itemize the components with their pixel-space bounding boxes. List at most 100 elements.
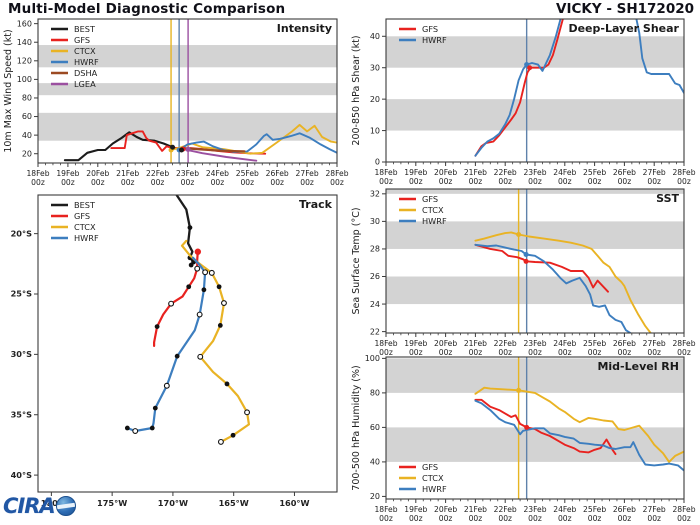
y-tick-label: 30 (370, 217, 380, 226)
track-fix-filled (174, 353, 180, 359)
x-tick-label: 21Feb (464, 339, 487, 348)
x-tick-label: 19Feb (404, 505, 427, 514)
intensity-panel: 18Feb00z19Feb00z20Feb00z21Feb00z22Feb00z… (3, 18, 349, 187)
x-tick-sublabel: 00z (588, 348, 602, 357)
track-fix-open (132, 428, 139, 434)
x-tick-sublabel: 00z (181, 178, 195, 187)
y-tick-label: 120 (17, 57, 32, 66)
globe-icon (55, 496, 76, 516)
x-tick-label: 20Feb (434, 168, 457, 177)
shade-band (386, 189, 684, 194)
x-tick-sublabel: 00z (379, 348, 393, 357)
x-tick-label: 19Feb (56, 169, 79, 178)
sst-GFS-line (474, 243, 609, 293)
track-BEST-line (175, 195, 195, 267)
y-tick-label: 22 (370, 327, 380, 336)
panel-label: Deep-Layer Shear (568, 22, 679, 35)
x-tick-sublabel: 00z (300, 178, 314, 187)
y-axis-title: 10m Max Wind Speed (kt) (3, 29, 14, 152)
y-tick-label: 20°S (11, 228, 32, 238)
track-fix-filled (124, 425, 130, 431)
track-fix-filled (201, 287, 207, 293)
x-tick-label: 24Feb (553, 339, 576, 348)
x-tick-sublabel: 00z (439, 177, 453, 186)
intensity-HWRF-line (178, 132, 337, 154)
x-tick-sublabel: 00z (647, 348, 661, 357)
x-tick-sublabel: 00z (330, 178, 344, 187)
x-tick-sublabel: 00z (121, 178, 135, 187)
x-tick-label: 27Feb (643, 505, 666, 514)
y-tick-label: 100 (365, 354, 380, 363)
track-fix-filled (187, 225, 193, 230)
x-tick-label: 21Feb (116, 169, 139, 178)
x-tick-label: 18Feb (374, 339, 397, 348)
x-tick-sublabel: 00z (588, 514, 602, 523)
rh-panel: 18Feb00z19Feb00z20Feb00z21Feb00z22Feb00z… (351, 354, 696, 523)
x-tick-sublabel: 00z (647, 514, 661, 523)
x-tick-label: 25Feb (583, 339, 606, 348)
x-tick-sublabel: 00z (558, 177, 572, 186)
storm-title: VICKY - SH172020 (556, 1, 694, 17)
track-fix-filled (149, 425, 155, 431)
x-tick-label: 27Feb (296, 169, 319, 178)
y-tick-label: 80 (370, 389, 380, 398)
y-tick-label: 60 (370, 423, 380, 432)
sst-HWRF-line (474, 243, 632, 333)
y-tick-label: 24 (370, 300, 380, 309)
init-dot (179, 147, 185, 153)
rh-HWRF-line (474, 399, 684, 472)
rh-GFS-line (474, 398, 617, 456)
init-dot (185, 147, 191, 153)
y-tick-label: 20 (370, 492, 380, 501)
shade-band (386, 358, 684, 393)
y-tick-label: 40°S (11, 470, 32, 480)
legend-label-GFS: GFS (74, 35, 90, 45)
x-tick-sublabel: 00z (528, 348, 542, 357)
track-fix-filled (188, 262, 194, 268)
x-tick-label: 180° (41, 498, 62, 508)
y-axis-title: 200-850 hPa Shear (kt) (351, 35, 362, 145)
page-title: Multi-Model Diagnostic Comparison (8, 1, 286, 17)
x-tick-label: 24Feb (553, 168, 576, 177)
x-tick-sublabel: 00z (469, 348, 483, 357)
intensity-BEST-line (63, 131, 183, 162)
x-tick-sublabel: 00z (528, 514, 542, 523)
x-tick-label: 22Feb (494, 505, 517, 514)
track-fix-open (202, 269, 209, 276)
x-tick-label: 28Feb (325, 169, 348, 178)
legend-label-CTCX: CTCX (74, 46, 96, 56)
x-tick-label: 18Feb (374, 505, 397, 514)
legend-label-CTCX: CTCX (422, 205, 444, 215)
x-tick-label: 18Feb (26, 169, 49, 178)
legend-label-HWRF: HWRF (74, 233, 99, 243)
x-tick-label: 26Feb (613, 505, 636, 514)
legend-label-CTCX: CTCX (74, 222, 96, 232)
x-tick-sublabel: 00z (379, 177, 393, 186)
x-tick-label: 21Feb (464, 168, 487, 177)
track-fix-open (197, 353, 204, 360)
panel-label: Intensity (277, 22, 332, 35)
init-dot (516, 387, 522, 393)
x-tick-label: 24Feb (206, 169, 229, 178)
x-tick-label: 27Feb (643, 168, 666, 177)
x-tick-label: 28Feb (672, 505, 695, 514)
y-tick-label: 26 (370, 272, 380, 281)
panel-label: Track (299, 198, 333, 211)
track-fix-filled (224, 381, 230, 387)
track-fix-filled (230, 432, 236, 438)
x-tick-sublabel: 00z (409, 177, 423, 186)
x-tick-label: 20Feb (434, 505, 457, 514)
x-tick-sublabel: 00z (558, 514, 572, 523)
y-tick-label: 28 (370, 245, 380, 254)
track-fix-filled (216, 284, 222, 290)
track-fix-filled (217, 322, 223, 328)
init-dot (527, 65, 533, 71)
x-tick-sublabel: 00z (498, 177, 512, 186)
x-tick-sublabel: 00z (211, 178, 225, 187)
x-tick-label: 25Feb (236, 169, 259, 178)
track-fix-open (244, 409, 251, 416)
shade-band (386, 276, 684, 305)
x-tick-label: 22Feb (146, 169, 169, 178)
legend-label-LGEA: LGEA (74, 79, 96, 89)
